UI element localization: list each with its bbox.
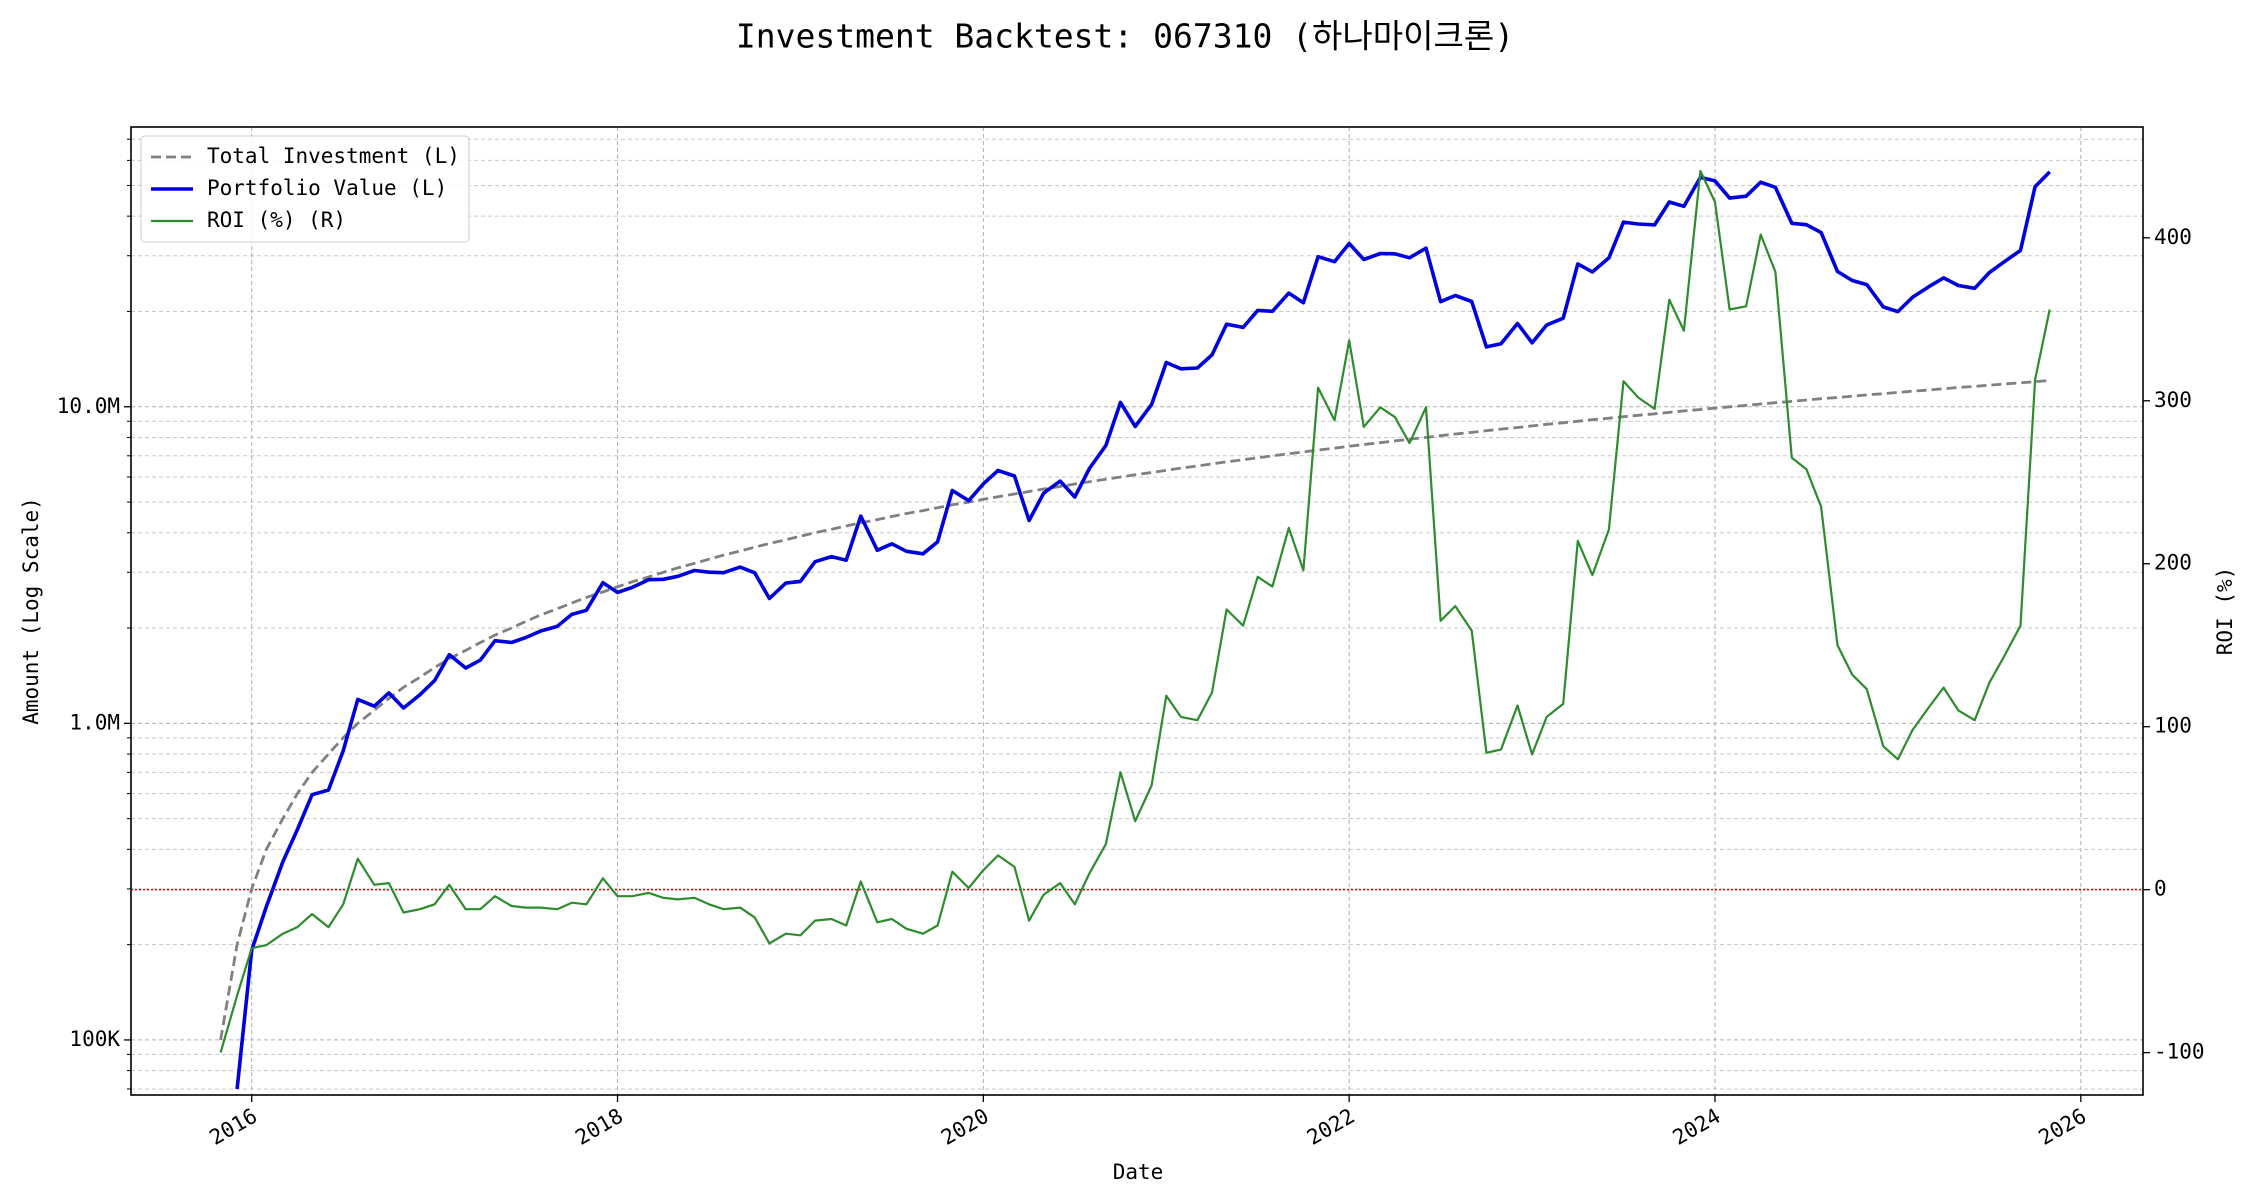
y-tick-label: 100K xyxy=(69,1027,120,1051)
series-line xyxy=(219,379,2050,1041)
y-tick-label: 10.0M xyxy=(57,394,120,418)
x-tick-label: 2026 xyxy=(2035,1104,2091,1150)
chart-title: Investment Backtest: 067310 (하나마이크론) xyxy=(736,17,1514,56)
x-tick-label: 2016 xyxy=(205,1104,261,1150)
legend-label: Portfolio Value (L) xyxy=(207,176,447,200)
y2-axis-label: ROI (%) xyxy=(2213,567,2237,656)
legend-label: Total Investment (L) xyxy=(207,144,460,168)
y2-tick-label: 0 xyxy=(2154,877,2167,901)
plot-frame xyxy=(130,126,2144,1096)
x-axis-label: Date xyxy=(1113,1160,1164,1184)
legend-box xyxy=(140,135,470,243)
y2-tick-label: 400 xyxy=(2154,225,2192,249)
y2-tick-label: 300 xyxy=(2154,388,2192,412)
legend: Total Investment (L) Portfolio Value (L) R… xyxy=(140,135,470,243)
x-tick-label: 2020 xyxy=(937,1104,993,1150)
y2-tick-label: 100 xyxy=(2154,714,2192,738)
y-axis-label: Amount (Log Scale) xyxy=(19,497,43,725)
series-line xyxy=(219,169,2051,1053)
y-tick-label: 1.0M xyxy=(69,710,120,734)
x-tick-label: 2022 xyxy=(1303,1104,1359,1150)
series-line xyxy=(235,170,2051,1090)
x-tick-label: 2024 xyxy=(1669,1104,1725,1150)
y2-tick-label: 200 xyxy=(2154,551,2192,575)
legend-label: ROI (%) (R) xyxy=(207,208,346,232)
x-tick-label: 2018 xyxy=(571,1104,627,1150)
y2-tick-label: -100 xyxy=(2154,1040,2205,1064)
